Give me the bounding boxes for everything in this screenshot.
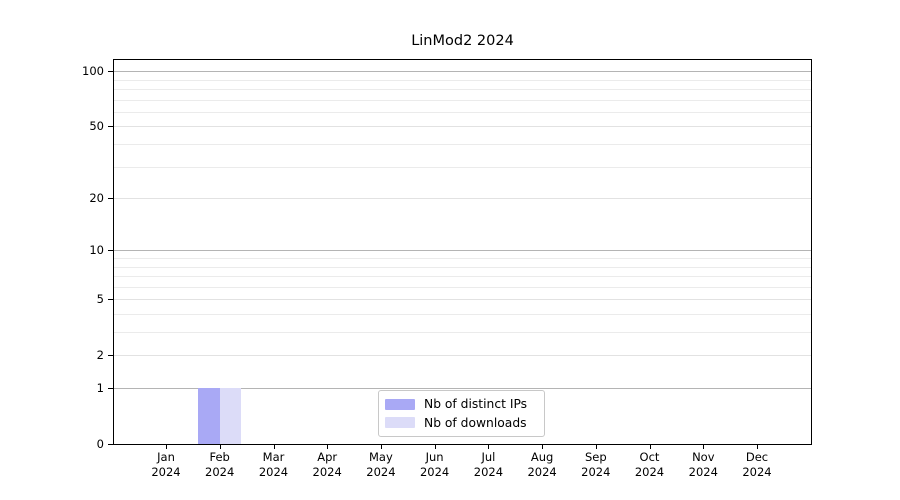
x-tick-label: Jan 2024 bbox=[151, 450, 181, 479]
minor-gridline bbox=[114, 111, 811, 113]
x-tick-label: Mar 2024 bbox=[258, 450, 289, 479]
x-tick-mark bbox=[703, 444, 705, 449]
y-tick-label: 100 bbox=[82, 64, 104, 79]
x-tick-label: Sep 2024 bbox=[581, 450, 611, 479]
minor-gridline bbox=[114, 89, 811, 90]
legend-swatch bbox=[385, 417, 415, 429]
x-tick-label: Feb 2024 bbox=[205, 450, 235, 479]
minor-gridline bbox=[114, 166, 811, 168]
y-tick-mark bbox=[108, 388, 113, 389]
minor-gridline bbox=[114, 266, 811, 268]
legend-item: Nb of distinct IPs bbox=[385, 397, 538, 411]
x-tick-label: Aug 2024 bbox=[527, 450, 557, 479]
bar-downloads bbox=[219, 388, 242, 444]
bar-distinct-ips bbox=[197, 388, 220, 444]
y-tick-label: 10 bbox=[89, 243, 104, 258]
x-tick-label: Apr 2024 bbox=[312, 450, 342, 479]
legend-swatch bbox=[385, 398, 415, 410]
y-tick-mark bbox=[108, 355, 113, 356]
y-tick-label: 5 bbox=[96, 292, 104, 307]
x-tick-mark bbox=[595, 444, 597, 449]
x-tick-mark bbox=[327, 444, 329, 449]
y-tick-label: 1 bbox=[96, 381, 104, 395]
major-gridline bbox=[114, 71, 811, 73]
x-tick-mark bbox=[542, 444, 544, 449]
y-tick-label: 20 bbox=[89, 191, 104, 206]
y-tick-mark bbox=[108, 198, 113, 199]
y-tick-mark bbox=[108, 71, 113, 72]
major-gridline bbox=[114, 355, 811, 357]
chart-title: LinMod2 2024 bbox=[411, 33, 514, 49]
major-gridline bbox=[114, 250, 811, 252]
y-tick-label: 50 bbox=[89, 119, 104, 134]
minor-gridline bbox=[114, 144, 811, 145]
y-tick-mark bbox=[108, 250, 113, 251]
y-tick-mark bbox=[108, 126, 113, 127]
x-tick-label: Dec 2024 bbox=[742, 450, 772, 479]
major-gridline bbox=[114, 198, 811, 200]
minor-gridline bbox=[114, 332, 811, 333]
minor-gridline bbox=[114, 286, 811, 288]
major-gridline bbox=[114, 388, 811, 389]
y-tick-mark bbox=[108, 444, 113, 445]
x-tick-label: Jun 2024 bbox=[419, 450, 450, 479]
x-tick-mark bbox=[380, 444, 382, 449]
y-tick-label: 0 bbox=[96, 437, 104, 451]
x-tick-mark bbox=[649, 444, 651, 449]
minor-gridline bbox=[114, 314, 811, 315]
minor-gridline bbox=[114, 258, 811, 259]
major-gridline bbox=[114, 299, 811, 301]
legend-label: Nb of distinct IPs bbox=[424, 397, 528, 412]
x-tick-label: Jul 2024 bbox=[473, 450, 504, 479]
x-tick-mark bbox=[434, 444, 436, 449]
x-tick-mark bbox=[757, 444, 758, 449]
minor-gridline bbox=[114, 79, 811, 81]
x-tick-mark bbox=[166, 444, 167, 449]
legend-label: Nb of downloads bbox=[424, 415, 527, 430]
minor-gridline bbox=[114, 99, 811, 101]
x-tick-label: May 2024 bbox=[366, 450, 396, 479]
x-tick-mark bbox=[219, 444, 221, 449]
x-tick-label: Oct 2024 bbox=[634, 450, 665, 479]
x-tick-label: Nov 2024 bbox=[688, 450, 718, 479]
major-gridline bbox=[114, 126, 811, 128]
legend-item: Nb of downloads bbox=[385, 416, 538, 430]
y-tick-label: 2 bbox=[96, 348, 104, 363]
legend: Nb of distinct IPs Nb of downloads bbox=[378, 390, 545, 437]
minor-gridline bbox=[114, 276, 811, 277]
y-tick-mark bbox=[108, 299, 113, 300]
x-tick-mark bbox=[488, 444, 490, 449]
x-tick-mark bbox=[273, 444, 275, 449]
